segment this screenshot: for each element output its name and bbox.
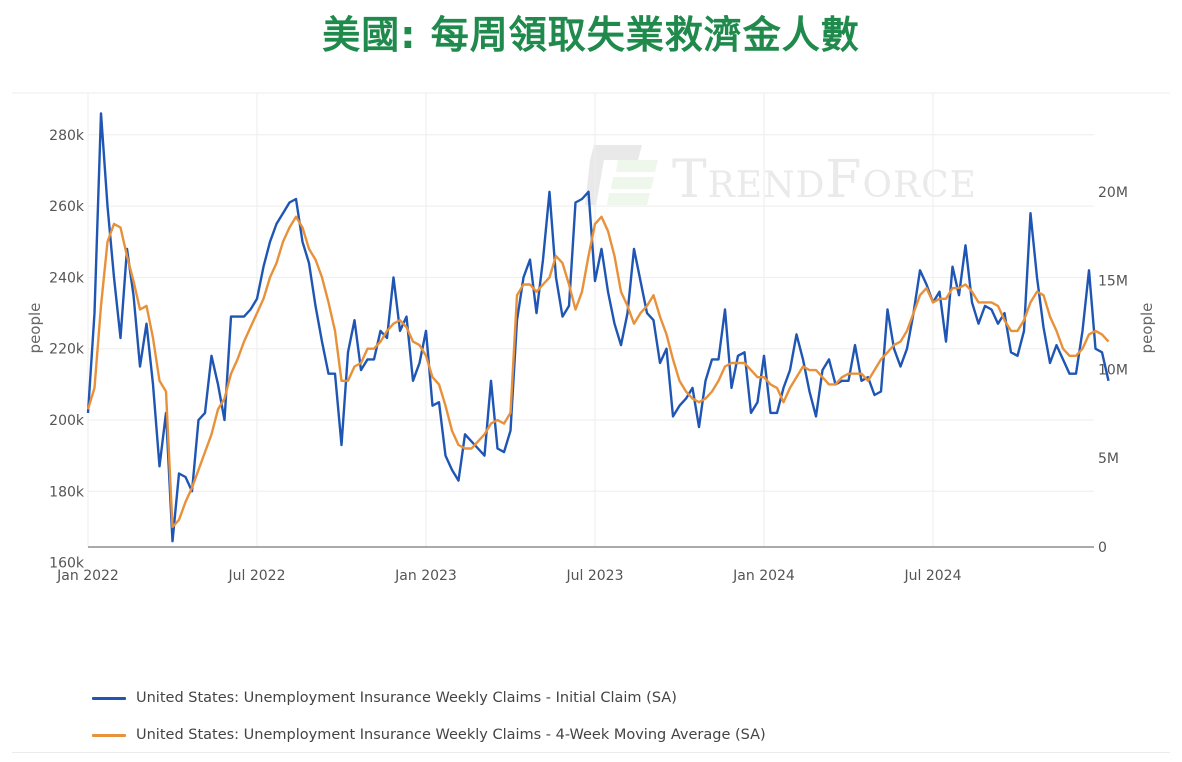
left-tick-label: 260k <box>49 199 85 215</box>
left-axis-ticks: 160k 180k 200k 220k 240k 260k 280k <box>49 128 85 572</box>
right-tick-label: 0 <box>1098 540 1107 556</box>
left-tick-label: 240k <box>49 270 85 286</box>
legend-item-moving-average[interactable]: United States: Unemployment Insurance We… <box>92 725 766 745</box>
x-tick-label: Jul 2024 <box>904 568 962 584</box>
x-axis-ticks: Jan 2022 Jul 2022 Jan 2023 Jul 2023 Jan 2024… <box>56 568 961 584</box>
chart-title: 美國: 每周領取失業救濟金人數 <box>322 13 860 57</box>
right-tick-label: 5M <box>1098 451 1119 467</box>
right-tick-label: 20M <box>1098 185 1128 201</box>
grid-lines <box>87 93 1094 547</box>
x-tick-label: Jan 2022 <box>56 568 119 584</box>
right-axis-label: people <box>1138 303 1156 354</box>
legend: United States: Unemployment Insurance We… <box>92 688 766 762</box>
legend-label: United States: Unemployment Insurance We… <box>136 727 766 743</box>
initial-claim-line[interactable] <box>86 112 1110 543</box>
left-tick-label: 180k <box>49 484 85 500</box>
trendforce-watermark: TrendForce <box>585 145 977 210</box>
legend-item-initial-claim[interactable]: United States: Unemployment Insurance We… <box>92 688 766 708</box>
watermark-logo-icon <box>590 145 642 160</box>
legend-swatch-orange <box>92 733 126 737</box>
left-tick-label: 220k <box>49 342 85 358</box>
right-tick-label: 10M <box>1098 362 1128 378</box>
bottom-divider <box>12 752 1170 753</box>
legend-label: United States: Unemployment Insurance We… <box>136 690 677 706</box>
left-tick-label: 160k <box>49 556 85 572</box>
right-axis-ticks: 0 5M 10M 15M 20M <box>1098 185 1128 556</box>
legend-swatch-blue <box>92 696 126 700</box>
moving-average-line[interactable] <box>86 215 1110 529</box>
x-tick-label: Jan 2024 <box>732 568 795 584</box>
left-tick-label: 280k <box>49 128 85 144</box>
x-tick-label: Jul 2022 <box>228 568 286 584</box>
x-tick-label: Jul 2023 <box>566 568 624 584</box>
right-tick-label: 15M <box>1098 274 1128 290</box>
x-tick-label: Jan 2023 <box>394 568 457 584</box>
left-tick-label: 200k <box>49 413 85 429</box>
watermark-text: TrendForce <box>672 150 977 210</box>
left-axis-label: people <box>26 303 44 354</box>
